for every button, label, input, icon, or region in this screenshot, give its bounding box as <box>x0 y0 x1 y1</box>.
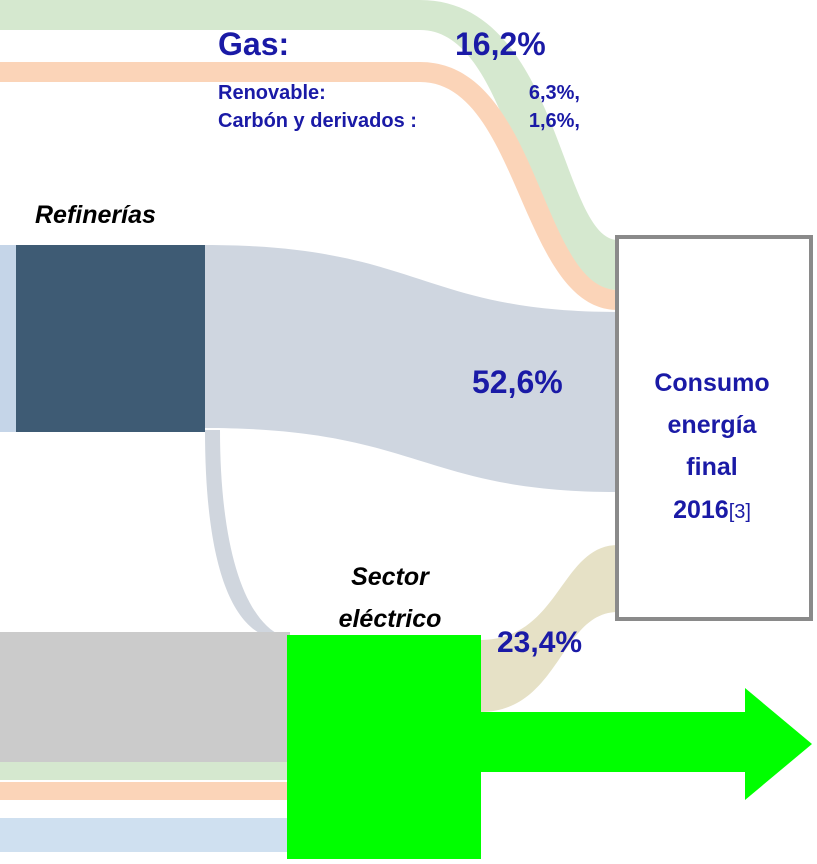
refinery-to-power <box>205 430 300 640</box>
renewable-value: 6,3%, <box>529 82 580 104</box>
consumption-label: energía <box>668 411 758 439</box>
power-value: 23,4% <box>497 626 582 659</box>
power-to-consumption <box>480 545 618 712</box>
other-power-flow <box>0 818 290 852</box>
refinery-label: Refinerías <box>35 201 156 229</box>
renewable-power-flow <box>0 782 290 800</box>
consumption-label: 2016[3] <box>673 496 751 524</box>
crude-input <box>0 245 16 432</box>
consumption-label: Consumo <box>654 369 769 397</box>
consumption-year: 2016 <box>673 496 729 524</box>
gas-flow <box>0 0 618 290</box>
refinery-flow <box>205 245 618 492</box>
gas-label: Gas: <box>218 26 289 62</box>
gas-value: 16,2% <box>455 26 546 62</box>
power-label: eléctrico <box>339 605 442 633</box>
consumption-node <box>615 235 813 621</box>
gas-power-flow <box>0 762 290 780</box>
refinery-node <box>16 245 205 432</box>
refinery-value: 52,6% <box>472 364 563 400</box>
coal-value: 1,6%, <box>529 110 580 132</box>
consumption-note: [3] <box>729 501 751 523</box>
power-arrow <box>480 688 812 800</box>
coal-power-flow <box>0 632 290 762</box>
coal-label: Carbón y derivados : <box>218 110 417 132</box>
power-node <box>287 635 481 859</box>
consumption-label: final <box>686 453 737 481</box>
power-label: Sector <box>351 563 430 591</box>
renewable-label: Renovable: <box>218 82 326 104</box>
